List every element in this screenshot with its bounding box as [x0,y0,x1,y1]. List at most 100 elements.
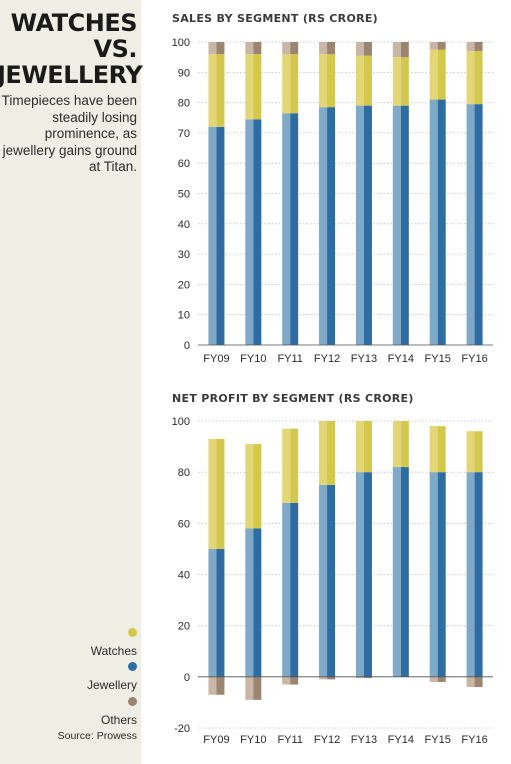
bar-others-segment-shade [216,676,225,695]
x-tick-label: FY09 [203,353,229,365]
x-tick-label: FY15 [425,353,451,365]
bar-jewellery-segment-shade [216,126,225,345]
y-tick-label: 80 [178,98,190,110]
bar-watches-segment [466,51,475,105]
bar-watches-segment-shade [363,421,372,473]
bar-others-segment-shade [253,676,262,700]
bar-watches-segment-shade [474,51,483,105]
bar-jewellery-segment [392,105,401,345]
bar-jewellery-segment-shade [474,472,483,677]
bar-others-segment [245,676,254,700]
y-tick-label: 100 [172,37,190,49]
x-tick-label: FY15 [425,734,451,746]
title-line-2: VS. [93,35,138,63]
bar-watches-segment-shade [437,426,446,473]
bar-jewellery-segment-shade [437,472,446,677]
bar-others-segment [319,676,328,680]
title-line-1: WATCHES [10,9,138,37]
bar-others-segment-shade [327,676,336,680]
bar-others-segment [429,676,438,682]
x-tick-label: FY12 [314,734,340,746]
bar-watches-segment [355,55,364,106]
x-tick-label: FY16 [461,734,487,746]
x-tick-label: FY11 [277,734,302,746]
y-tick-label: 20 [178,621,190,633]
y-tick-label: 50 [178,189,190,201]
bar-others-segment-shade [327,42,336,55]
y-tick-label: 100 [172,416,190,428]
bar-others-segment-shade [437,676,446,682]
y-tick-label: 80 [178,467,190,479]
bar-others-segment-shade [400,42,409,58]
bar-jewellery-segment [392,467,401,677]
legend-item-jewellery: Jewellery [7,662,137,692]
bar-watches-segment-shade [400,57,409,106]
others-swatch [128,697,137,706]
bar-others-segment-shade [290,676,299,685]
bar-others-segment-shade [474,42,483,52]
bar-jewellery-segment [282,502,291,677]
bar-jewellery-segment [319,107,328,346]
bar-jewellery-segment [429,472,438,677]
bar-others-segment [282,42,291,55]
bar-watches-segment [282,54,291,114]
bar-jewellery-segment [355,105,364,345]
bar-others-segment-shade [216,42,225,55]
side-panel: WATCHES VS. JEWELLERY Timepieces have be… [0,0,143,764]
y-tick-label: 0 [184,340,190,352]
x-tick-label: FY11 [277,353,302,365]
page-title: WATCHES VS. JEWELLERY [0,9,143,88]
sales-chart: 0 10 20 30 40 50 60 70 80 90 100 FY09 FY10 FY11 FY12 FY… [172,37,493,365]
bar-watches-segment [392,57,401,106]
y-tick-label: -20 [174,723,190,735]
bar-others-segment-shade [290,42,299,55]
bar-others-segment [208,42,217,55]
bar-watches-segment-shade [363,55,372,106]
bar-others-segment [466,42,475,52]
bar-others-segment [392,42,401,58]
x-tick-label: FY09 [203,734,229,746]
bar-others-segment [429,42,438,50]
bar-watches-segment [466,431,475,473]
x-tick-label: FY13 [351,353,377,365]
bar-others-segment-shade [437,42,446,50]
legend-label-others: Others [100,713,137,727]
source-note: Source: Prowess [57,730,137,742]
bar-jewellery-segment-shade [327,107,336,346]
bar-jewellery-segment-shade [400,105,409,345]
y-tick-label: 30 [178,249,190,261]
bar-jewellery-segment [245,528,254,677]
bar-watches-segment-shade [290,428,299,503]
bar-others-segment-shade [363,42,372,56]
bar-watches-segment [245,444,254,529]
bar-watches-segment-shade [327,421,336,485]
y-tick-label: 40 [178,219,190,231]
profit-chart-title: NET PROFIT BY SEGMENT (RS CRORE) [172,392,414,405]
x-tick-label: FY12 [314,353,340,365]
bar-others-segment [245,42,254,55]
bar-jewellery-segment-shade [253,119,262,345]
bar-others-segment [319,42,328,55]
legend-label-jewellery: Jewellery [86,678,137,692]
y-tick-label: 20 [178,279,190,291]
y-tick-label: 90 [178,67,190,79]
bar-watches-segment [355,421,364,473]
bar-watches-segment-shade [474,431,483,473]
bar-others-segment-shade [363,676,372,679]
bar-jewellery-segment-shade [327,484,336,677]
legend-label-watches: Watches [90,644,137,658]
bar-watches-segment-shade [437,49,446,100]
bar-watches-segment [282,428,291,503]
bar-watches-segment-shade [216,54,225,127]
y-tick-label: 60 [178,158,190,170]
sales-chart-title: SALES BY SEGMENT (RS CRORE) [172,12,379,25]
bar-jewellery-segment [282,113,291,345]
bar-others-segment-shade [253,42,262,55]
bar-watches-segment [429,426,438,473]
x-tick-label: FY14 [388,353,414,365]
bar-jewellery-segment [466,104,475,346]
bar-watches-segment-shade [253,444,262,529]
bar-jewellery-segment-shade [290,502,299,677]
bar-others-segment [282,676,291,685]
bar-jewellery-segment [355,472,364,677]
